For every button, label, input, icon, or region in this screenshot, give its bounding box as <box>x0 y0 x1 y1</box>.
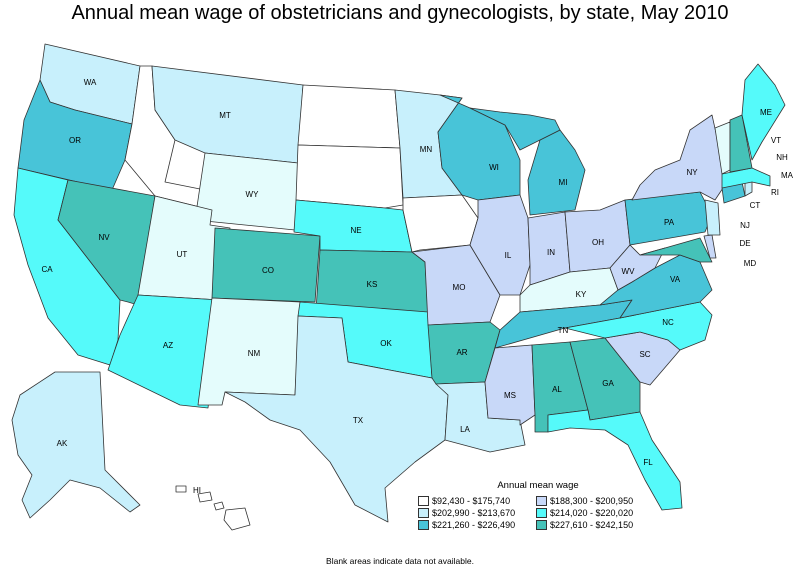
state-label-wy: WY <box>246 190 260 199</box>
legend-item: $202,990 - $213,670 <box>418 508 536 518</box>
state-hi[interactable] <box>175 485 251 531</box>
state-label-ga: GA <box>602 379 614 388</box>
state-mi[interactable] <box>527 129 586 216</box>
state-label-va: VA <box>670 275 681 284</box>
state-label-nc: NC <box>662 318 674 327</box>
state-label-ak: AK <box>57 439 68 448</box>
state-label-ma: MA <box>781 171 794 180</box>
state-fl[interactable] <box>547 409 683 511</box>
state-tx[interactable] <box>224 315 449 523</box>
legend-swatch <box>536 496 547 506</box>
legend-swatch <box>536 508 547 518</box>
state-label-ok: OK <box>380 339 392 348</box>
state-mi-upper[interactable] <box>469 107 561 151</box>
map-title: Annual mean wage of obstetricians and gy… <box>71 2 729 24</box>
map-legend: Annual mean wage $92,430 - $175,740 $188… <box>418 480 658 530</box>
state-label-ca: CA <box>41 265 53 274</box>
state-ri[interactable] <box>744 181 753 197</box>
state-label-nj: NJ <box>740 221 750 230</box>
state-label-oh: OH <box>592 238 604 247</box>
state-label-ar: AR <box>456 348 467 357</box>
legend-label: $214,020 - $220,020 <box>550 508 634 518</box>
state-label-hi: HI <box>193 486 201 495</box>
state-label-or: OR <box>69 136 81 145</box>
state-label-ms: MS <box>504 391 516 400</box>
state-nj[interactable] <box>704 199 721 236</box>
state-label-wi: WI <box>489 163 499 172</box>
state-label-az: AZ <box>163 341 173 350</box>
state-ia[interactable] <box>402 194 479 253</box>
state-label-tn: TN <box>558 326 569 335</box>
state-label-mo: MO <box>453 283 466 292</box>
state-label-tx: TX <box>353 416 364 425</box>
state-label-ne: NE <box>350 226 361 235</box>
state-label-vt: VT <box>771 136 781 145</box>
legend-swatch <box>418 496 429 506</box>
state-label-ks: KS <box>367 280 378 289</box>
legend-label: $92,430 - $175,740 <box>432 496 511 506</box>
state-label-sc: SC <box>639 350 650 359</box>
state-md[interactable] <box>639 237 713 263</box>
legend-item: $227,610 - $242,150 <box>536 520 654 530</box>
legend-item: $221,260 - $226,490 <box>418 520 536 530</box>
state-label-me: ME <box>760 108 772 117</box>
state-label-mt: MT <box>219 111 231 120</box>
state-label-de: DE <box>739 239 750 248</box>
state-label-la: LA <box>460 425 470 434</box>
state-label-nh: NH <box>776 153 788 162</box>
state-label-mn: MN <box>420 145 433 154</box>
state-ms[interactable] <box>484 344 536 426</box>
state-nd[interactable] <box>297 84 401 149</box>
state-label-pa: PA <box>664 218 675 227</box>
legend-swatch <box>418 508 429 518</box>
state-label-nm: NM <box>248 349 261 358</box>
legend-label: $227,610 - $242,150 <box>550 520 634 530</box>
legend-label: $188,300 - $200,950 <box>550 496 634 506</box>
legend-label: $221,260 - $226,490 <box>432 520 516 530</box>
state-label-fl: FL <box>643 458 653 467</box>
state-wv[interactable] <box>609 244 666 291</box>
legend-item: $92,430 - $175,740 <box>418 496 536 506</box>
state-labels: WA OR CA NV MT WY UT AZ CO NM NE KS OK TX MN MO AR LA WI IL… <box>41 78 793 495</box>
state-co[interactable] <box>211 227 321 303</box>
legend-label: $202,990 - $213,670 <box>432 508 516 518</box>
state-nc[interactable] <box>564 301 713 351</box>
state-label-co: CO <box>262 266 274 275</box>
state-sd[interactable] <box>295 144 404 209</box>
state-label-il: IL <box>505 251 512 260</box>
state-ny[interactable] <box>631 114 726 201</box>
state-label-in: IN <box>547 248 555 257</box>
state-label-mi: MI <box>559 178 568 187</box>
state-label-md: MD <box>744 259 757 268</box>
state-label-ky: KY <box>576 290 587 299</box>
footnote: Blank areas indicate data not available. <box>326 556 474 566</box>
state-label-wv: WV <box>622 267 636 276</box>
legend-item: $214,020 - $220,020 <box>536 508 654 518</box>
state-label-ct: CT <box>750 201 761 210</box>
state-label-ny: NY <box>686 168 698 177</box>
state-label-nv: NV <box>98 233 110 242</box>
state-label-al: AL <box>552 385 562 394</box>
state-label-wa: WA <box>84 78 97 87</box>
state-label-ri: RI <box>771 188 779 197</box>
state-nh[interactable] <box>729 114 753 173</box>
state-il[interactable] <box>469 194 531 296</box>
state-ak[interactable] <box>11 371 141 519</box>
state-me[interactable] <box>741 63 786 161</box>
legend-swatch <box>536 520 547 530</box>
legend-title: Annual mean wage <box>497 480 579 491</box>
legend-swatch <box>418 520 429 530</box>
state-label-ut: UT <box>177 250 188 259</box>
legend-grid: $92,430 - $175,740 $188,300 - $200,950 $… <box>418 496 658 530</box>
legend-item: $188,300 - $200,950 <box>536 496 654 506</box>
